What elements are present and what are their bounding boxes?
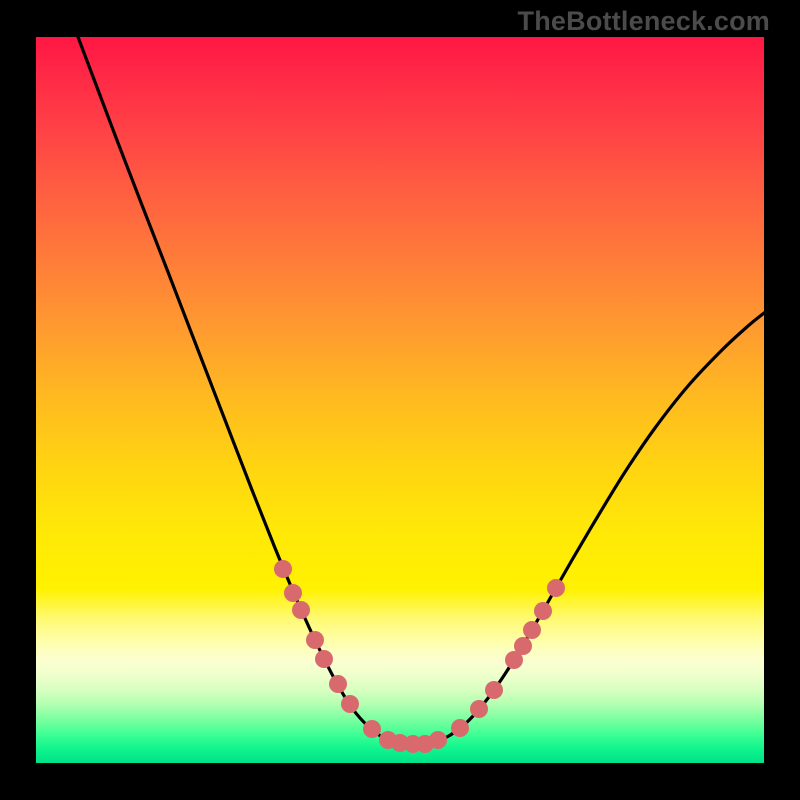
curve-marker	[315, 650, 333, 668]
curve-marker	[470, 700, 488, 718]
curve-marker	[329, 675, 347, 693]
curve-marker	[485, 681, 503, 699]
curve-marker	[274, 560, 292, 578]
curve-marker	[341, 695, 359, 713]
curve-marker	[514, 637, 532, 655]
curve-marker	[451, 719, 469, 737]
plot-background	[36, 37, 764, 763]
curve-marker	[284, 584, 302, 602]
watermark-text: TheBottleneck.com	[518, 6, 770, 37]
curve-marker	[534, 602, 552, 620]
curve-marker	[429, 731, 447, 749]
curve-marker	[363, 720, 381, 738]
bottleneck-chart	[0, 0, 800, 800]
curve-marker	[523, 621, 541, 639]
curve-marker	[292, 601, 310, 619]
chart-stage: TheBottleneck.com	[0, 0, 800, 800]
curve-marker	[547, 579, 565, 597]
curve-marker	[306, 631, 324, 649]
